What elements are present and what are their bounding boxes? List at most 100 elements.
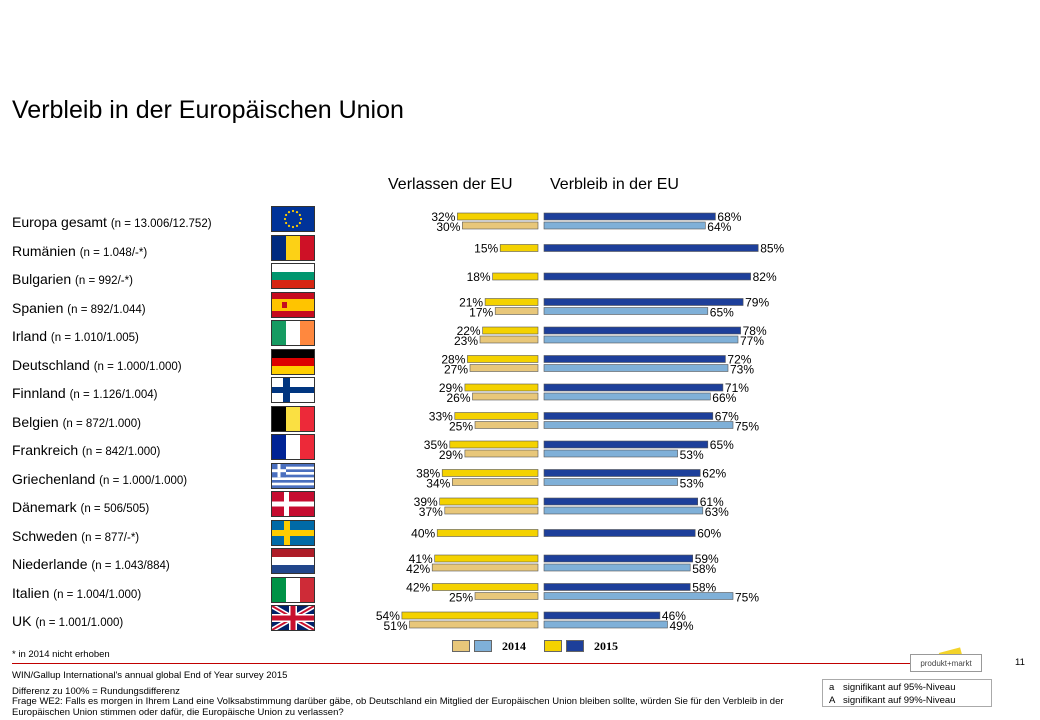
bar-leave-2015 bbox=[436, 529, 539, 537]
bar-leave-2015 bbox=[484, 298, 539, 306]
belgium-flag bbox=[271, 405, 315, 432]
significance-95: a signifikant auf 95%-Niveau bbox=[829, 681, 985, 694]
value-leave-2014: 30% bbox=[436, 220, 460, 234]
value-stay-2014: 73% bbox=[730, 363, 754, 377]
uk-flag bbox=[271, 605, 315, 631]
bar-leave-2015 bbox=[467, 355, 539, 363]
bar-stay-2014 bbox=[543, 364, 729, 372]
value-stay-2014: 66% bbox=[712, 391, 736, 405]
bulgaria-flag bbox=[271, 263, 315, 289]
value-leave-2015: 40% bbox=[411, 527, 435, 541]
significance-text: signifikant auf 95%-Niveau bbox=[843, 682, 956, 693]
bar-stay-2015 bbox=[543, 554, 693, 563]
bar-leave-2015 bbox=[482, 326, 539, 335]
value-leave-2014: 29% bbox=[439, 448, 463, 462]
value-stay-2014: 75% bbox=[735, 420, 759, 434]
bar-stay-2015 bbox=[543, 298, 744, 306]
legend-label-2015: 2015 bbox=[594, 639, 618, 653]
value-stay-2015: 72% bbox=[727, 353, 751, 367]
country-name: Irland bbox=[12, 328, 48, 344]
sample-size: (n = 892/1.044) bbox=[67, 303, 146, 316]
bar-leave-2014 bbox=[464, 449, 539, 458]
diverging-bar-chart: 32% 68% 30% 64% 15% 85% 18% 82% 21% 79% 17% 65% 22% 7… bbox=[376, 210, 785, 633]
value-stay-2015: 46% bbox=[662, 609, 686, 623]
header-stay-eu: Verbleib in der EU bbox=[550, 176, 679, 193]
bar-leave-2015 bbox=[454, 412, 539, 420]
bar-stay-2014 bbox=[543, 392, 711, 401]
header-leave-eu: Verlassen der EU bbox=[388, 176, 513, 193]
country-name: Rumänien bbox=[12, 242, 76, 259]
bar-leave-2015 bbox=[439, 497, 539, 506]
value-stay-2015: 65% bbox=[710, 438, 734, 452]
bar-leave-2014 bbox=[444, 506, 539, 515]
country-name: Schweden bbox=[12, 527, 78, 544]
significance-key: a bbox=[829, 682, 835, 693]
legend-swatch-2014-stay bbox=[474, 640, 492, 652]
value-leave-2014: 25% bbox=[449, 591, 473, 605]
bar-stay-2014 bbox=[543, 421, 734, 429]
netherlands-flag bbox=[271, 548, 315, 574]
bar-stay-2015 bbox=[543, 497, 698, 506]
value-stay-2015: 85% bbox=[760, 242, 784, 256]
value-leave-2015: 35% bbox=[424, 438, 448, 452]
sample-size: (n = 1.000/1.000) bbox=[93, 360, 182, 373]
bar-leave-2014 bbox=[469, 364, 539, 372]
bar-leave-2015 bbox=[434, 554, 539, 563]
germany-flag bbox=[271, 348, 315, 375]
bar-stay-2015 bbox=[543, 469, 701, 477]
value-leave-2014: 26% bbox=[446, 391, 470, 405]
bar-leave-2014 bbox=[462, 221, 539, 230]
value-leave-2014: 42% bbox=[406, 562, 430, 576]
france-flag bbox=[271, 434, 315, 460]
bar-leave-2014 bbox=[474, 421, 539, 429]
bar-leave-2015 bbox=[464, 383, 539, 392]
bar-leave-2014 bbox=[431, 563, 539, 572]
bar-stay-2014 bbox=[543, 449, 678, 458]
significance-key: A bbox=[829, 695, 836, 706]
value-leave-2015: 38% bbox=[416, 467, 440, 481]
bar-leave-2014 bbox=[479, 335, 539, 344]
bar-stay-2015 bbox=[543, 326, 741, 335]
value-stay-2015: 59% bbox=[695, 552, 719, 566]
legend-label-2014: 2014 bbox=[502, 639, 526, 653]
legend-swatch-2015-leave bbox=[544, 640, 562, 652]
country-name: Italien bbox=[12, 584, 50, 601]
country-name: Niederlande bbox=[12, 556, 88, 572]
country-label: Europa gesamt (n = 13.006/12.752) bbox=[12, 214, 212, 232]
bar-stay-2015 bbox=[543, 583, 691, 591]
bar-leave-2014 bbox=[472, 392, 539, 401]
legend-swatch-2015-stay bbox=[566, 640, 584, 652]
value-stay-2015: 82% bbox=[753, 270, 777, 284]
value-stay-2014: 63% bbox=[705, 505, 729, 519]
sample-size: (n = 1.048/-*) bbox=[79, 246, 148, 259]
sample-size: (n = 13.006/12.752) bbox=[110, 218, 212, 230]
greece-flag bbox=[271, 462, 315, 489]
value-leave-2015: 28% bbox=[441, 353, 465, 367]
value-stay-2014: 64% bbox=[707, 220, 731, 234]
sample-size: (n = 1.043/884) bbox=[91, 560, 170, 572]
value-leave-2015: 22% bbox=[457, 324, 481, 338]
bar-stay-2015 bbox=[543, 440, 709, 449]
country-label: Belgien (n = 872/1.000) bbox=[12, 414, 141, 432]
country-label: Frankreich (n = 842/1.000) bbox=[12, 442, 160, 460]
value-leave-2015: 18% bbox=[467, 270, 491, 284]
value-stay-2015: 68% bbox=[717, 210, 741, 224]
sample-size: (n = 872/1.000) bbox=[62, 417, 141, 430]
country-label: Deutschland (n = 1.000/1.000) bbox=[12, 357, 182, 375]
sample-size: (n = 506/505) bbox=[80, 503, 150, 515]
romania-flag bbox=[271, 234, 315, 261]
sample-size: (n = 842/1.000) bbox=[82, 446, 161, 458]
bar-leave-2015 bbox=[401, 611, 539, 620]
bar-leave-2014 bbox=[451, 478, 539, 486]
sample-size: (n = 877/-*) bbox=[81, 531, 140, 544]
country-label: Finnland (n = 1.126/1.004) bbox=[12, 385, 158, 403]
country-label: Griechenland (n = 1.000/1.000) bbox=[12, 471, 187, 489]
sample-size: (n = 1.004/1.000) bbox=[53, 588, 142, 601]
bar-stay-2014 bbox=[543, 620, 668, 629]
page-title: Verbleib in der Europäischen Union bbox=[12, 96, 404, 124]
country-name: Finnland bbox=[12, 385, 66, 401]
country-name: Bulgarien bbox=[12, 271, 72, 287]
ireland-flag bbox=[271, 320, 315, 346]
sample-size: (n = 992/-*) bbox=[75, 275, 133, 287]
bar-stay-2015 bbox=[543, 412, 714, 420]
